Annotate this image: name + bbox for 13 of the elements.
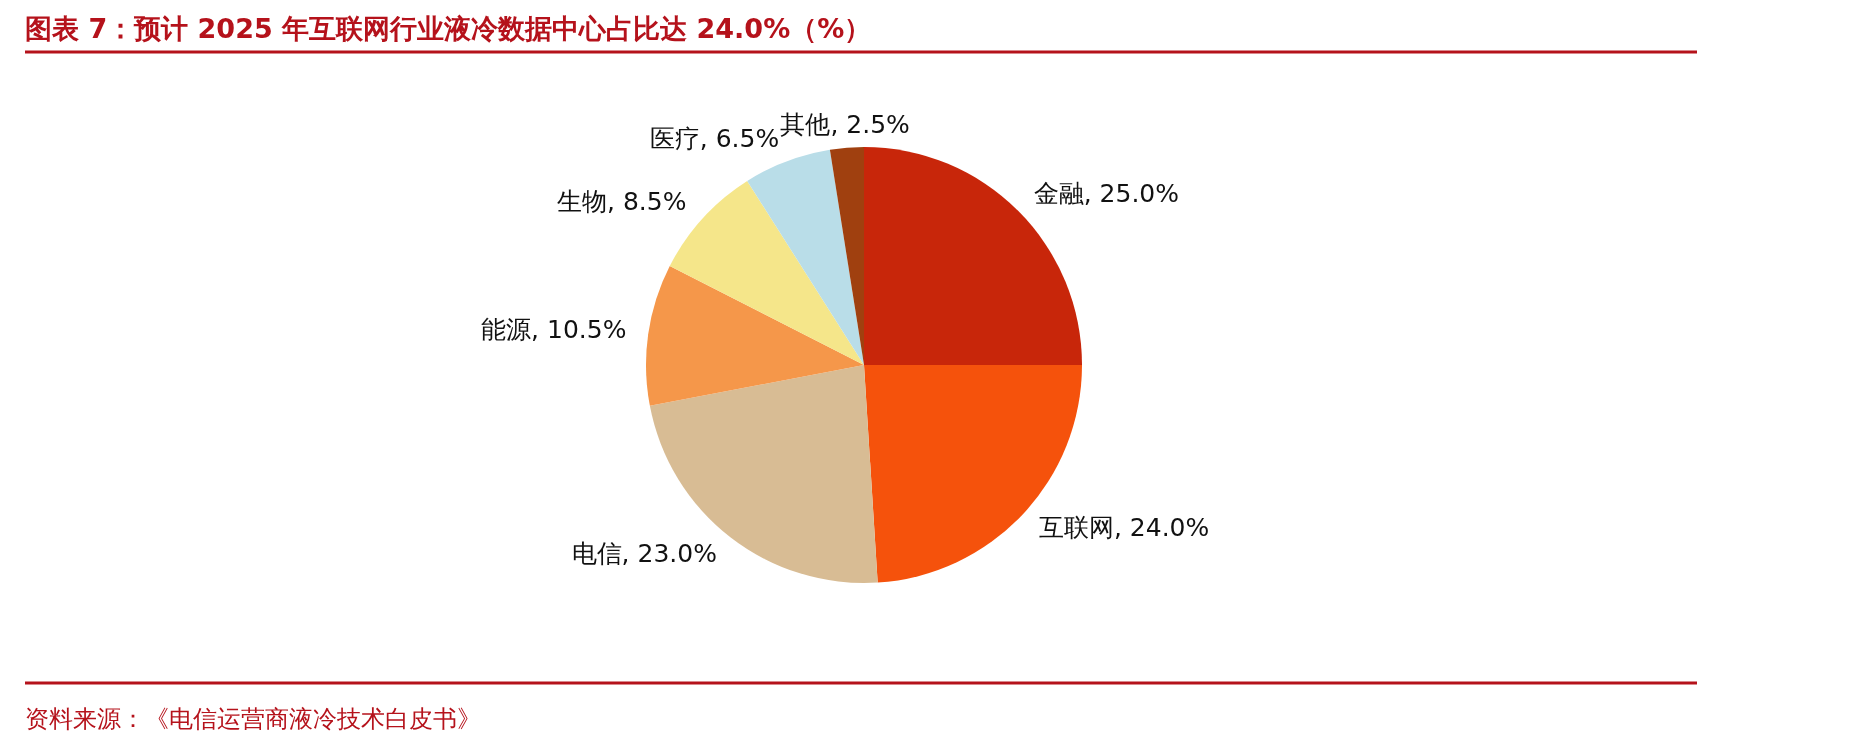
slice-label: 金融, 25.0% xyxy=(1033,179,1180,209)
slice-label: 电信, 23.0% xyxy=(571,538,717,568)
pie-slice xyxy=(646,266,864,406)
pie-slice xyxy=(747,149,864,365)
chart-title: 图表 7：预计 2025 年互联网行业液冷数据中心占比达 24.0%（%） xyxy=(25,12,872,44)
slice-label: 其他, 2.5% xyxy=(780,109,910,139)
pie-slice xyxy=(864,147,1082,365)
pie-slice xyxy=(829,147,864,365)
slice-label: 生物, 8.5% xyxy=(557,187,687,217)
slice-label: 能源, 10.5% xyxy=(481,315,627,345)
text: 资料来源：《电信运营商液冷技术白皮书》 xyxy=(25,705,481,733)
slice-label: 互联网, 24.0% xyxy=(1038,513,1210,543)
slice-label: 医疗, 6.5% xyxy=(649,124,780,154)
